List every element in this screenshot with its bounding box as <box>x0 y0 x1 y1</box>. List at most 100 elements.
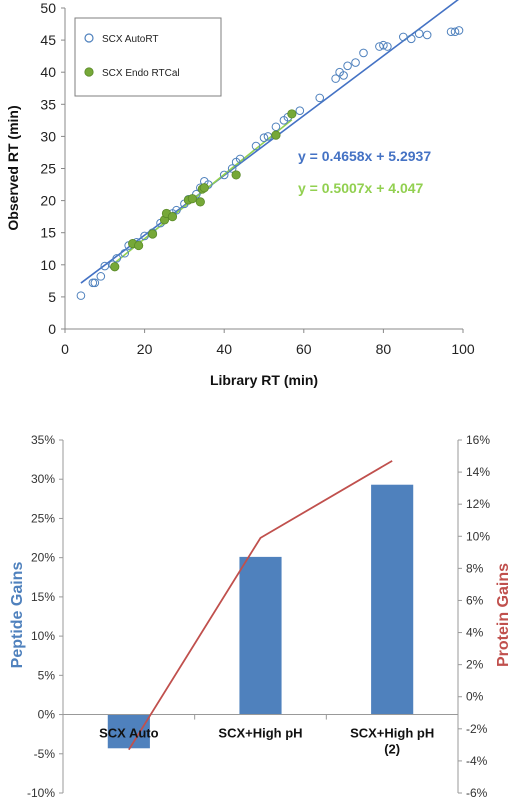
scatter-chart: 0 5 10 15 20 25 30 35 40 45 50 0 20 40 60 80 100 SCX Au… <box>5 0 475 388</box>
x-tick-label: 60 <box>296 341 312 357</box>
point-endo <box>195 197 205 207</box>
point-endo <box>187 194 197 204</box>
x-tick-label: 80 <box>376 341 392 357</box>
left-tick-label: 35% <box>31 433 55 447</box>
point-autort <box>454 26 464 35</box>
point-autort <box>450 27 460 37</box>
right-tick-label: 4% <box>466 626 484 640</box>
point-autort <box>76 291 86 300</box>
right-tick-label: 12% <box>466 497 490 511</box>
y-axis-title: Observed RT (min) <box>5 105 21 230</box>
y-tick-label: 10 <box>40 257 56 273</box>
left-tick-label: -5% <box>34 747 56 761</box>
left-tick-label: 30% <box>31 472 55 486</box>
category-labels: SCX Auto SCX+High pH SCX+High pH(2) <box>99 726 434 757</box>
bar-peptide-gains <box>239 556 282 715</box>
legend-box <box>74 17 222 97</box>
right-tick-label: 2% <box>466 658 484 672</box>
point-autort <box>315 93 325 103</box>
point-autort <box>343 61 352 71</box>
point-autort <box>251 141 261 151</box>
x-axis-title: Library RT (min) <box>210 372 318 388</box>
y-tick-label: 30 <box>40 128 56 144</box>
right-tick-label: -2% <box>466 722 488 736</box>
point-endo <box>147 229 158 239</box>
point-autort <box>271 122 281 132</box>
right-tick-label: 0% <box>466 690 484 704</box>
point-autort <box>100 261 110 271</box>
line-protein-gains <box>128 460 393 751</box>
point-autort <box>235 154 245 164</box>
point-endo <box>134 240 144 251</box>
legend-marker-endo <box>84 67 94 77</box>
point-autort <box>383 42 392 51</box>
category-label: SCX Auto <box>99 726 159 741</box>
y-tick-label: 40 <box>40 64 56 80</box>
point-autort <box>379 40 388 50</box>
x-tick-label: 100 <box>451 341 475 357</box>
point-autort <box>399 32 408 42</box>
point-autort <box>351 58 360 67</box>
x-tick-label: 20 <box>137 341 153 357</box>
legend-label-autort: SCX AutoRT <box>102 34 159 45</box>
category-label: (2) <box>384 742 400 757</box>
point-autort <box>172 205 181 215</box>
point-endo <box>110 262 120 272</box>
point-endo <box>199 183 209 193</box>
right-tick-label: 10% <box>466 529 490 543</box>
point-autort <box>120 248 129 258</box>
x-tick-label: 0 <box>61 341 69 357</box>
left-tick-label: 20% <box>31 551 55 565</box>
y-tick-label: 25 <box>40 161 56 177</box>
right-tick-label: -4% <box>466 754 488 768</box>
y-tick-label: 0 <box>48 321 56 337</box>
point-autort <box>414 29 424 38</box>
y-tick-label: 35 <box>40 96 56 112</box>
bar-peptide-gains <box>107 714 150 749</box>
left-tick-label: 5% <box>38 668 56 682</box>
point-autort <box>96 272 106 281</box>
protein-gains-line <box>128 460 393 751</box>
category-ticks <box>62 714 459 720</box>
point-autort <box>259 133 269 142</box>
point-autort <box>359 48 368 58</box>
left-tick-label: 25% <box>31 511 55 525</box>
point-endo <box>287 109 297 119</box>
legend-label-endo: SCX Endo RTCal <box>102 68 180 79</box>
x-tick-label: 40 <box>216 341 232 357</box>
point-endo <box>271 130 281 140</box>
right-tick-label: 6% <box>466 593 484 607</box>
point-autort <box>90 278 100 288</box>
trendline-autort <box>80 0 459 284</box>
point-autort <box>112 254 122 263</box>
point-autort <box>406 34 416 44</box>
y-tick-label: 20 <box>40 193 56 209</box>
point-autort <box>339 71 348 80</box>
right-tick-labels: -6% -4% -2% 0% 2% 4% 6% 8% 10% 12% 14% 16% <box>458 433 490 800</box>
left-tick-label: 15% <box>31 590 55 604</box>
left-tick-label: 10% <box>31 629 55 643</box>
right-axis-title: Protein Gains <box>495 563 512 667</box>
y-tick-label: 5 <box>48 289 56 305</box>
y-tick-label: 50 <box>40 0 56 16</box>
data-points <box>76 26 464 300</box>
right-tick-label: -6% <box>466 786 488 800</box>
trendline-equation-endo: y = 0.5007x + 4.047 <box>298 180 424 196</box>
y-tick-label: 45 <box>40 32 56 48</box>
point-autort <box>422 30 432 40</box>
point-autort <box>227 164 237 173</box>
left-tick-label: 0% <box>38 708 56 722</box>
point-autort <box>331 74 340 83</box>
y-tick-label: 15 <box>40 225 56 241</box>
point-autort <box>219 170 229 180</box>
point-endo <box>231 170 241 180</box>
left-tick-labels: -10% -5% 0% 5% 10% 15% 20% 25% 30% 35% <box>27 433 63 800</box>
bar-peptide-gains <box>371 484 414 715</box>
legend: SCX AutoRT SCX Endo RTCal <box>74 17 222 97</box>
x-tick-labels: 0 20 40 60 80 100 <box>61 329 475 357</box>
right-tick-label: 8% <box>466 561 484 575</box>
bar-chart: -10% -5% 0% 5% 10% 15% 20% 25% 30% 35% -6% -4% -2% 0… <box>9 433 512 800</box>
right-tick-label: 14% <box>466 465 490 479</box>
category-label: SCX+High pH <box>218 726 302 741</box>
